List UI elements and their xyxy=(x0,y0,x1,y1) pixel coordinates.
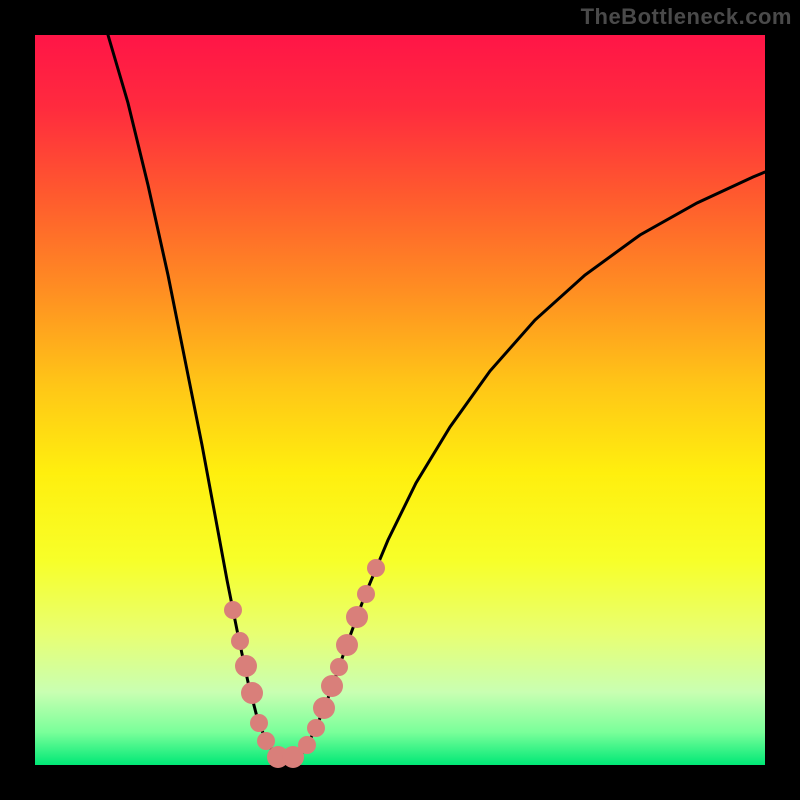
marker-point xyxy=(224,601,242,619)
marker-point xyxy=(321,675,343,697)
marker-point xyxy=(330,658,348,676)
marker-point xyxy=(298,736,316,754)
bottleneck-chart xyxy=(0,0,800,800)
marker-point xyxy=(257,732,275,750)
marker-point xyxy=(307,719,325,737)
marker-point xyxy=(241,682,263,704)
marker-point xyxy=(313,697,335,719)
marker-point xyxy=(336,634,358,656)
marker-point xyxy=(235,655,257,677)
chart-frame: TheBottleneck.com xyxy=(0,0,800,800)
marker-point xyxy=(250,714,268,732)
marker-point xyxy=(346,606,368,628)
plot-background xyxy=(35,35,765,765)
marker-point xyxy=(367,559,385,577)
marker-point xyxy=(231,632,249,650)
marker-point xyxy=(357,585,375,603)
